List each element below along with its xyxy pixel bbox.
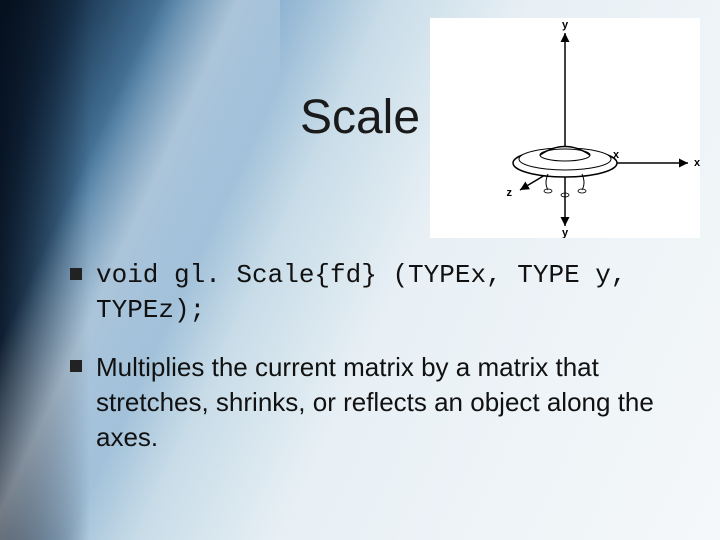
- bullet-item: Multiplies the current matrix by a matri…: [70, 350, 680, 455]
- bullet-item: void gl. Scale{fd} (TYPEx, TYPE y, TYPEz…: [70, 258, 680, 328]
- bullet-description: Multiplies the current matrix by a matri…: [96, 350, 680, 455]
- axis-label-z: z: [507, 187, 513, 199]
- axis-label-y-down: y: [562, 227, 569, 238]
- bullet-marker: [70, 360, 82, 372]
- scale-diagram: y y x x z: [430, 18, 700, 238]
- axes-svg: y y x x z: [430, 18, 700, 238]
- ufo-icon: [513, 147, 617, 198]
- bullet-marker: [70, 268, 82, 280]
- axis-label-x: x: [694, 157, 700, 169]
- axis-label-y-up: y: [562, 19, 569, 31]
- content-area: void gl. Scale{fd} (TYPEx, TYPE y, TYPEz…: [70, 258, 680, 477]
- bullet-code: void gl. Scale{fd} (TYPEx, TYPE y, TYPEz…: [96, 258, 680, 328]
